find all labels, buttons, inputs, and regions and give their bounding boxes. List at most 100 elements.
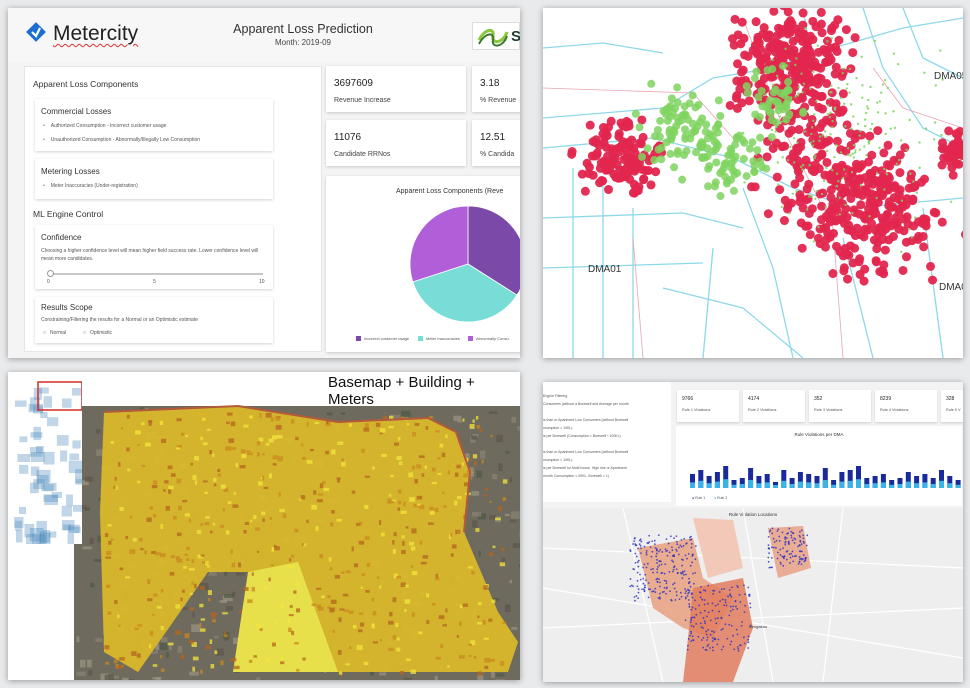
violation-point xyxy=(699,611,702,614)
bar-rule1[interactable] xyxy=(930,478,936,488)
bar-rule2[interactable] xyxy=(889,484,895,488)
bar-rule2[interactable] xyxy=(914,483,920,488)
inset-region xyxy=(19,464,29,474)
bar-rule1[interactable] xyxy=(723,466,729,488)
building-footprint xyxy=(202,442,208,446)
bar-rule2[interactable] xyxy=(781,480,787,488)
dma-map-canvas[interactable] xyxy=(543,8,963,358)
bar-rule2[interactable] xyxy=(880,482,886,488)
bar-rule2[interactable] xyxy=(789,484,795,488)
commercial-item[interactable]: Unauthorized Consumption - Abnormally/Il… xyxy=(43,137,200,143)
bar-rule2[interactable] xyxy=(806,482,812,488)
metric-value: 3.18 xyxy=(480,78,500,89)
violation-point xyxy=(669,535,672,538)
texture-patch xyxy=(472,434,479,437)
satellite-basemap[interactable] xyxy=(8,372,520,680)
commercial-item[interactable]: Authorized Consumption - Incorrect custo… xyxy=(43,123,167,129)
bar-rule2[interactable] xyxy=(864,484,870,488)
bar-rule1[interactable] xyxy=(864,478,870,488)
violation-point xyxy=(639,544,642,547)
bar-rule1[interactable] xyxy=(947,476,953,488)
bar-rule1[interactable] xyxy=(814,476,820,488)
bar-rule2[interactable] xyxy=(847,480,853,488)
building-footprint xyxy=(418,504,425,510)
building-footprint xyxy=(237,562,242,568)
bar-rule1[interactable] xyxy=(831,480,837,488)
bar-rule1[interactable] xyxy=(905,472,911,488)
scope-radio-optimistic[interactable]: Optimistic xyxy=(83,330,112,336)
bar-rule1[interactable] xyxy=(872,476,878,488)
bar-rule2[interactable] xyxy=(947,483,953,488)
bar-rule1[interactable] xyxy=(739,478,745,488)
bar-rule1[interactable] xyxy=(955,480,961,488)
building-footprint xyxy=(274,621,277,626)
building-footprint xyxy=(338,617,342,622)
meter-points xyxy=(567,8,963,286)
bar-rule2[interactable] xyxy=(748,480,754,488)
building-footprint xyxy=(345,570,351,574)
bar-rule1[interactable] xyxy=(889,480,895,488)
bar-rule2[interactable] xyxy=(939,480,944,488)
scope-radio-normal[interactable]: Normal xyxy=(43,330,66,336)
bar-rule1[interactable] xyxy=(764,474,770,488)
bar-rule1[interactable] xyxy=(922,474,928,488)
bar-rule1[interactable] xyxy=(914,476,920,488)
bar-rule2[interactable] xyxy=(814,483,820,488)
bar-rule2[interactable] xyxy=(723,479,729,488)
bar-rule1[interactable] xyxy=(856,466,861,488)
meter-point xyxy=(848,48,858,58)
violation-point xyxy=(660,563,663,566)
bar-rule1[interactable] xyxy=(839,472,845,488)
bar-rule2[interactable] xyxy=(714,481,720,488)
pie-slice[interactable] xyxy=(412,263,518,323)
bar-rule1[interactable] xyxy=(822,468,828,488)
confidence-slider[interactable] xyxy=(49,273,263,275)
bar-rule1[interactable] xyxy=(806,474,812,488)
meter-point xyxy=(801,86,811,96)
confidence-slider-handle[interactable] xyxy=(47,270,54,277)
bar-rule2[interactable] xyxy=(731,484,737,488)
bar-rule2[interactable] xyxy=(831,484,837,488)
bar-rule2[interactable] xyxy=(756,483,762,488)
pie-slice[interactable] xyxy=(409,205,469,283)
bar-rule2[interactable] xyxy=(797,481,803,488)
bar-rule1[interactable] xyxy=(797,472,803,488)
bar-rule2[interactable] xyxy=(706,483,712,488)
bar-rule2[interactable] xyxy=(773,485,778,488)
bar-rule1[interactable] xyxy=(731,480,737,488)
metering-item[interactable]: Meter Inaccuracies (Under-registration) xyxy=(43,183,138,189)
bar-rule1[interactable] xyxy=(880,474,886,488)
bar-rule2[interactable] xyxy=(955,484,961,488)
bar-rule1[interactable] xyxy=(939,470,944,488)
bar-rule1[interactable] xyxy=(897,478,903,488)
pie-slice[interactable] xyxy=(467,205,520,296)
bar-rule1[interactable] xyxy=(706,476,712,488)
bar-rule1[interactable] xyxy=(698,470,704,488)
bar-rule2[interactable] xyxy=(822,480,828,488)
bar-rule2[interactable] xyxy=(764,482,770,488)
bar-rule2[interactable] xyxy=(739,484,745,488)
bar-rule1[interactable] xyxy=(781,470,787,488)
bar-rule2[interactable] xyxy=(872,483,878,488)
bar-rule1[interactable] xyxy=(789,478,795,488)
violation-point xyxy=(712,649,714,652)
bar-rule2[interactable] xyxy=(905,481,911,488)
bar-rule1[interactable] xyxy=(748,468,754,488)
bar-rule1[interactable] xyxy=(714,472,720,488)
bar-rule1[interactable] xyxy=(756,476,762,488)
bar-rule2[interactable] xyxy=(698,480,704,488)
building-footprint xyxy=(156,605,162,609)
bar-rule2[interactable] xyxy=(930,484,936,488)
meter-point xyxy=(861,84,864,87)
bar-rule2[interactable] xyxy=(897,484,903,488)
meter-point xyxy=(784,47,787,51)
bar-rule2[interactable] xyxy=(856,479,861,488)
bar-rule2[interactable] xyxy=(839,481,845,488)
violation-locations-map[interactable]: Rule Violation Locations Bengaluru xyxy=(543,508,963,682)
violation-point xyxy=(770,557,773,559)
metric-card: 3697609 Revenue Increase xyxy=(326,66,466,112)
bar-rule2[interactable] xyxy=(922,482,928,488)
bar-rule2[interactable] xyxy=(690,482,695,488)
bar-rule1[interactable] xyxy=(847,470,853,488)
bar-rule1[interactable] xyxy=(690,474,695,488)
